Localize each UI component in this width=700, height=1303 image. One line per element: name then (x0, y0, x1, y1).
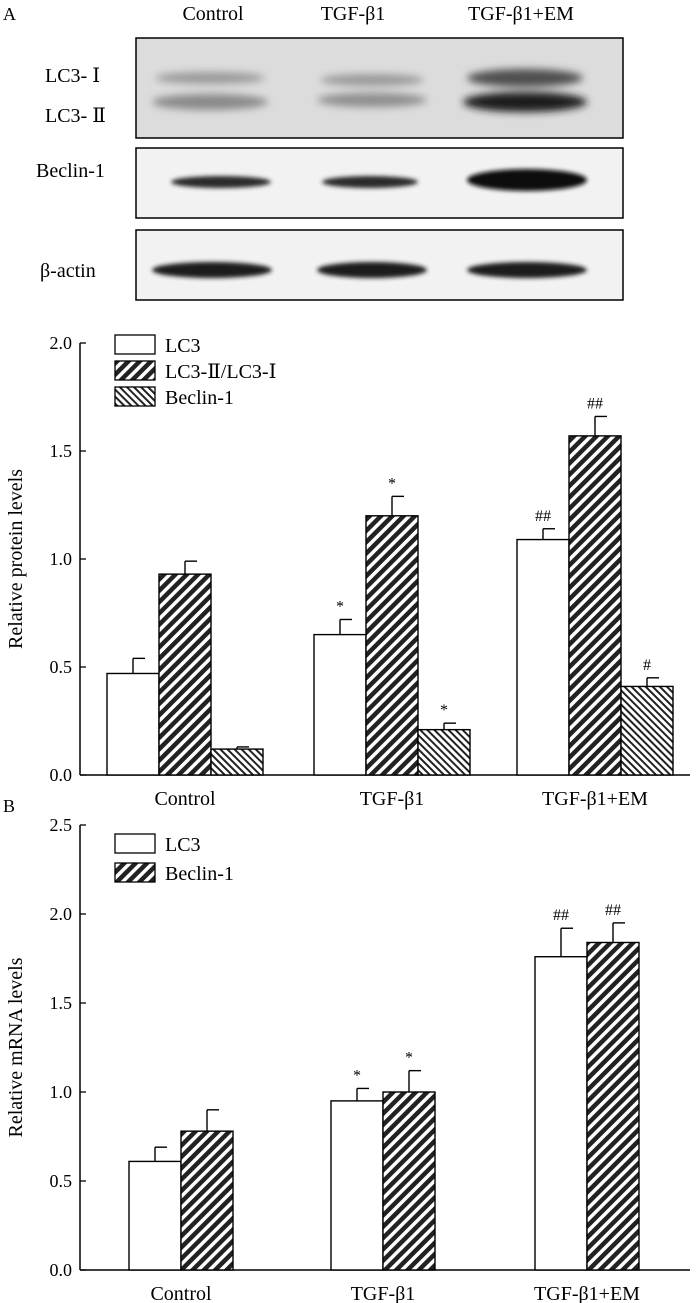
y-tick-label: 0.0 (50, 1260, 73, 1280)
significance-mark: * (440, 702, 448, 719)
significance-mark: ## (605, 902, 621, 919)
significance-mark: # (643, 657, 651, 674)
significance-mark: * (405, 1050, 413, 1067)
legend-swatch (114, 833, 156, 854)
y-axis-label: Relative mRNA levels (5, 957, 27, 1137)
legend-swatch (114, 334, 156, 355)
panel-b-label: B (3, 796, 15, 816)
bar-lc3 (534, 956, 588, 1271)
x-tick-label: TGF-β1+EM (542, 788, 648, 810)
significance-mark: * (388, 475, 396, 492)
y-tick-label: 0.5 (50, 657, 73, 677)
blot-beclin (135, 147, 624, 219)
y-tick-label: 0.0 (50, 765, 73, 785)
y-tick-label: 2.0 (50, 904, 73, 924)
legend-label: LC3-Ⅱ/LC3-Ⅰ (165, 361, 276, 383)
legend-label: LC3 (165, 335, 201, 357)
bar-beclin-1 (382, 1091, 436, 1271)
y-tick-label: 1.5 (50, 441, 73, 461)
mrna-chart: 0.0 0.5 1.0 1.5 2.0 2.5 Relative mRNA levels Co… (5, 815, 690, 1303)
blot-label-lc3-i: LC3- Ⅰ (45, 65, 100, 87)
legend-label: LC3 (165, 834, 201, 856)
y-tick-label: 1.0 (50, 1082, 73, 1102)
y-tick-label: 1.5 (50, 993, 73, 1013)
legend-swatch (114, 386, 156, 407)
panel-a-label: A (3, 4, 16, 24)
y-tick-label: 2.0 (50, 333, 73, 353)
blot-label-actin: β-actin (40, 260, 96, 282)
blot-lane-tgf-em: TGF-β1+EM (468, 3, 574, 25)
blot-lc3 (135, 37, 624, 139)
y-tick-label: 0.5 (50, 1171, 73, 1191)
bar-lc3-lc3- (365, 515, 419, 776)
x-tick-label: Control (150, 1283, 212, 1303)
x-tick-label: TGF-β1 (351, 1283, 416, 1303)
bar-lc3-lc3- (158, 573, 212, 776)
legend-label: Beclin-1 (165, 387, 234, 409)
protein-chart: 0.0 0.5 1.0 1.5 2.0 Relative protein levels Co… (5, 333, 690, 810)
significance-mark: * (353, 1067, 361, 1084)
bar-beclin-1 (417, 728, 471, 776)
significance-mark: ## (535, 508, 551, 525)
y-axis-label: Relative protein levels (5, 469, 27, 649)
y-tick-label: 2.5 (50, 815, 73, 835)
blot-lane-tgf: TGF-β1 (321, 3, 386, 25)
bar-lc3-lc3- (568, 435, 622, 776)
significance-mark: ## (553, 907, 569, 924)
bar-lc3 (330, 1100, 384, 1271)
legend-swatch (114, 360, 156, 381)
significance-mark: * (336, 598, 344, 615)
legend-label: Beclin-1 (165, 863, 234, 885)
y-tick-label: 1.0 (50, 549, 73, 569)
significance-mark: ## (587, 395, 603, 412)
bar-lc3 (313, 633, 367, 776)
x-tick-label: TGF-β1+EM (534, 1283, 640, 1303)
bar-beclin-1 (180, 1130, 234, 1271)
bar-beclin-1 (210, 748, 264, 776)
bar-beclin-1 (620, 685, 674, 776)
blot-actin (135, 229, 624, 301)
blot-label-lc3-ii: LC3- Ⅱ (45, 105, 106, 127)
blot-label-beclin: Beclin-1 (36, 160, 105, 182)
blot-lane-control: Control (182, 3, 244, 25)
x-tick-label: Control (154, 788, 216, 810)
x-tick-label: TGF-β1 (360, 788, 425, 810)
bar-beclin-1 (586, 941, 640, 1271)
bar-lc3 (128, 1160, 182, 1271)
legend-swatch (114, 862, 156, 883)
bar-lc3 (106, 672, 160, 776)
bar-lc3 (516, 538, 570, 776)
